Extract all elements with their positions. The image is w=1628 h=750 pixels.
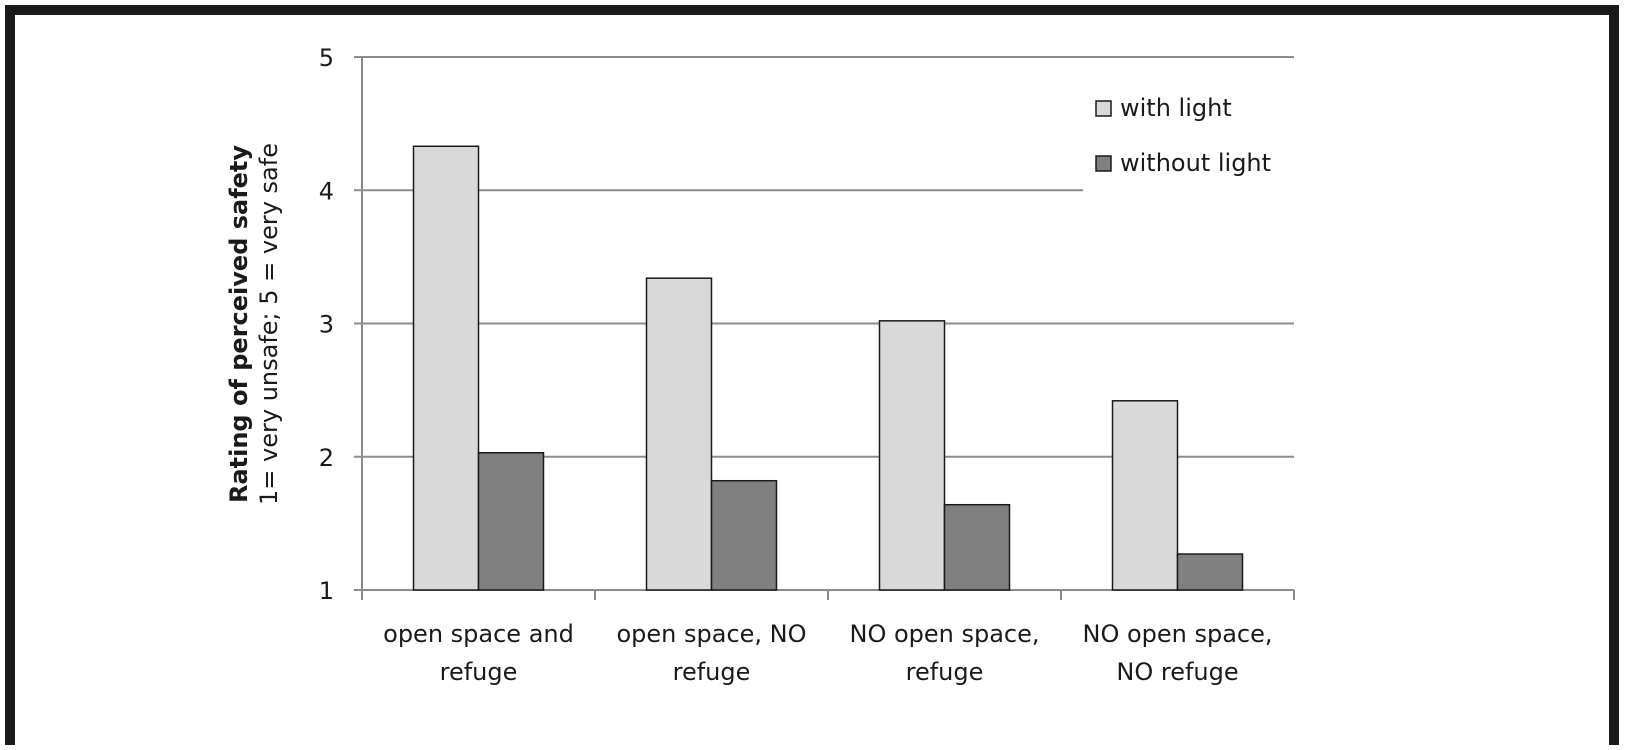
y-axis-label: Rating of perceived safety 1= very unsaf… bbox=[225, 143, 283, 505]
legend-label-without-light: without light bbox=[1120, 149, 1271, 177]
category-label-line: refuge bbox=[440, 658, 518, 686]
bar-without-light-3 bbox=[1176, 553, 1244, 591]
chart-frame bbox=[5, 5, 1619, 745]
y-tick-label-2: 2 bbox=[319, 444, 334, 472]
category-labels: open space and refuge open space, NO refuge… bbox=[383, 620, 1272, 686]
category-label-line: open space, NO bbox=[616, 620, 806, 648]
category-label-3: NO open space, NO refuge bbox=[1082, 620, 1272, 686]
y-tick-labels: 1 2 3 4 5 bbox=[319, 44, 334, 605]
y-tick-label-5: 5 bbox=[319, 44, 334, 72]
category-label-line: refuge bbox=[906, 658, 984, 686]
bars bbox=[412, 145, 1244, 591]
bar-with-light-1 bbox=[645, 277, 713, 591]
y-tick-label-3: 3 bbox=[319, 311, 334, 339]
legend-swatch-without-light bbox=[1095, 155, 1112, 172]
y-tick-label-4: 4 bbox=[319, 177, 334, 205]
category-label-2: NO open space, refuge bbox=[849, 620, 1039, 686]
category-label-0: open space and refuge bbox=[383, 620, 574, 686]
legend-label-with-light: with light bbox=[1120, 94, 1232, 122]
category-label-line: NO open space, bbox=[849, 620, 1039, 648]
category-label-line: open space and bbox=[383, 620, 574, 648]
y-tick-label-1: 1 bbox=[319, 577, 334, 605]
legend: with light without light bbox=[1095, 94, 1271, 177]
category-label-line: NO refuge bbox=[1116, 658, 1238, 686]
bar-with-light-3 bbox=[1111, 400, 1179, 591]
category-label-line: refuge bbox=[673, 658, 751, 686]
bar-without-light-1 bbox=[710, 479, 778, 591]
legend-swatch-with-light bbox=[1095, 100, 1112, 117]
bar-without-light-0 bbox=[477, 452, 545, 591]
category-label-1: open space, NO refuge bbox=[616, 620, 806, 686]
y-axis-label-scale: 1= very unsafe; 5 = very safe bbox=[255, 143, 283, 505]
bar-with-light-0 bbox=[412, 145, 480, 591]
category-label-line: NO open space, bbox=[1082, 620, 1272, 648]
bar-without-light-2 bbox=[943, 503, 1011, 591]
y-axis-label-title: Rating of perceived safety bbox=[225, 145, 253, 503]
bar-with-light-2 bbox=[878, 320, 946, 591]
